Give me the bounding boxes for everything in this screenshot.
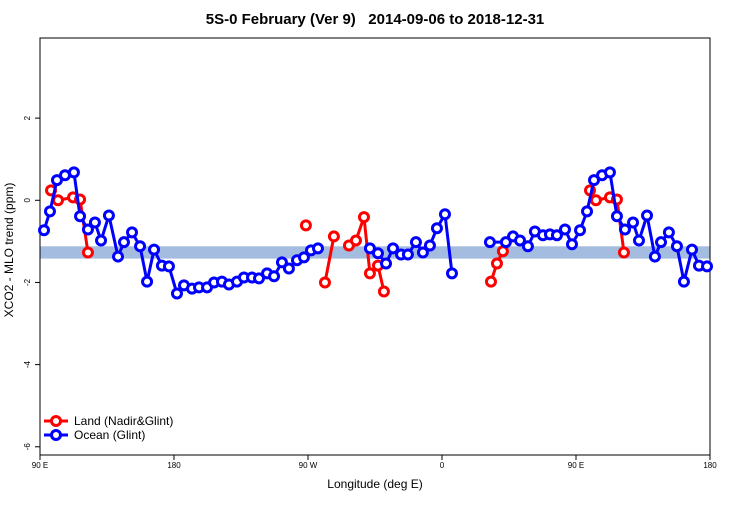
data-point xyxy=(610,210,623,223)
data-point xyxy=(648,250,661,263)
data-point xyxy=(349,234,362,247)
data-point xyxy=(380,257,393,270)
data-point xyxy=(81,223,94,236)
data-point xyxy=(641,209,654,222)
data-point xyxy=(550,229,563,242)
x-tick-label: 90 W xyxy=(299,461,318,470)
data-point xyxy=(371,247,384,260)
data-point xyxy=(401,248,414,261)
data-point xyxy=(134,240,147,253)
data-point xyxy=(387,242,400,255)
y-axis-label: XCO2 - MLO trend (ppm) xyxy=(2,183,16,318)
y-tick-label: -2 xyxy=(23,278,32,286)
data-point xyxy=(574,224,587,237)
data-point xyxy=(299,219,312,232)
data-point xyxy=(685,243,698,256)
x-tick-label: 180 xyxy=(167,461,181,470)
data-point xyxy=(102,209,115,222)
x-tick-label: 90 E xyxy=(568,461,584,470)
data-point xyxy=(423,239,436,252)
data-point xyxy=(253,272,266,285)
data-point xyxy=(67,166,80,179)
data-point xyxy=(617,246,630,259)
data-point xyxy=(81,246,94,259)
data-point xyxy=(126,226,139,239)
data-point xyxy=(363,242,376,255)
x-tick-label: 0 xyxy=(440,461,445,470)
data-point xyxy=(318,276,331,289)
data-point xyxy=(95,234,108,247)
data-point xyxy=(377,285,390,298)
legend-marker xyxy=(50,429,62,441)
data-point xyxy=(484,275,497,288)
data-point xyxy=(655,236,668,249)
data-point xyxy=(43,205,56,218)
x-tick-label: 180 xyxy=(703,461,717,470)
data-point xyxy=(275,256,288,269)
data-point xyxy=(363,267,376,280)
data-point xyxy=(409,236,422,249)
data-point xyxy=(50,174,63,187)
data-point xyxy=(670,240,683,253)
data-point xyxy=(327,230,340,243)
data-point xyxy=(438,208,451,221)
legend-marker xyxy=(50,415,62,427)
data-point xyxy=(499,236,512,249)
data-point xyxy=(627,216,640,229)
x-tick-label: 90 E xyxy=(32,461,48,470)
chart-title: 5S-0 February (Ver 9) 2014-09-06 to 2018… xyxy=(206,11,545,28)
data-point xyxy=(558,223,571,236)
data-point xyxy=(141,275,154,288)
data-point xyxy=(445,267,458,280)
data-point xyxy=(521,240,534,253)
data-point xyxy=(112,250,125,263)
data-point xyxy=(603,166,616,179)
data-point xyxy=(677,275,690,288)
data-point xyxy=(416,246,429,259)
data-point xyxy=(483,236,496,249)
y-tick-label: -6 xyxy=(23,443,32,451)
y-tick-label: 2 xyxy=(23,115,32,120)
data-point xyxy=(430,222,443,235)
data-point xyxy=(632,234,645,247)
data-point xyxy=(490,257,503,270)
x-axis-label: Longitude (deg E) xyxy=(327,477,422,491)
data-point xyxy=(357,211,370,224)
data-point xyxy=(117,236,130,249)
data-point xyxy=(701,260,714,273)
y-tick-label: 0 xyxy=(23,198,32,203)
data-point xyxy=(268,270,281,283)
data-point xyxy=(589,194,602,207)
data-point xyxy=(311,242,324,255)
data-point xyxy=(38,224,51,237)
plot-frame xyxy=(39,37,711,456)
data-point xyxy=(170,287,183,300)
data-point xyxy=(588,174,601,187)
data-point xyxy=(618,223,631,236)
data-point xyxy=(162,260,175,273)
legend-label: Land (Nadir&Glint) xyxy=(74,414,173,428)
data-point xyxy=(662,226,675,239)
data-point xyxy=(148,243,161,256)
data-point xyxy=(297,251,310,264)
data-point xyxy=(581,205,594,218)
data-point xyxy=(514,234,527,247)
data-point xyxy=(282,262,295,275)
data-point xyxy=(74,210,87,223)
data-point xyxy=(52,194,65,207)
data-point xyxy=(565,238,578,251)
legend-label: Ocean (Glint) xyxy=(74,428,145,442)
y-tick-label: -4 xyxy=(23,361,32,369)
data-point xyxy=(88,216,101,229)
